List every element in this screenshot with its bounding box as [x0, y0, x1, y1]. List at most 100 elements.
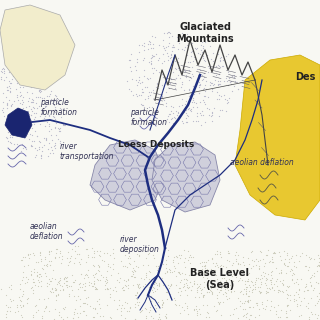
Point	[144, 255, 149, 260]
Point	[173, 115, 178, 120]
Point	[156, 265, 161, 270]
Point	[175, 55, 180, 60]
Point	[208, 277, 213, 282]
Point	[246, 294, 251, 299]
Point	[186, 34, 191, 39]
Point	[51, 98, 56, 103]
Point	[208, 81, 213, 86]
Point	[34, 134, 39, 139]
Point	[140, 89, 145, 94]
Point	[196, 50, 201, 55]
Point	[298, 303, 303, 308]
Point	[6, 69, 11, 74]
Point	[22, 254, 27, 259]
Point	[161, 75, 166, 80]
Point	[43, 305, 48, 310]
Point	[206, 289, 212, 294]
Point	[156, 316, 161, 320]
Point	[314, 263, 319, 268]
Point	[159, 60, 164, 65]
Point	[256, 289, 261, 294]
Point	[221, 284, 226, 289]
Point	[133, 91, 138, 96]
Point	[176, 269, 181, 275]
Point	[33, 114, 38, 119]
Point	[188, 287, 193, 292]
Point	[213, 72, 219, 77]
Point	[14, 117, 19, 122]
Point	[7, 110, 12, 115]
Point	[29, 133, 35, 138]
Point	[255, 285, 260, 290]
Point	[28, 99, 33, 104]
Point	[210, 257, 215, 262]
Point	[52, 144, 57, 149]
Point	[2, 70, 7, 76]
Point	[307, 316, 312, 320]
Point	[52, 125, 57, 130]
Point	[34, 152, 39, 157]
Point	[43, 104, 48, 109]
Point	[91, 314, 96, 319]
Point	[0, 74, 4, 79]
Point	[44, 119, 49, 124]
Point	[87, 283, 92, 288]
Point	[307, 265, 312, 270]
Point	[165, 296, 170, 301]
Point	[24, 118, 29, 123]
Point	[55, 292, 60, 297]
Point	[145, 47, 150, 52]
Point	[72, 248, 77, 253]
Point	[205, 63, 210, 68]
Point	[107, 264, 112, 269]
Point	[216, 289, 221, 294]
Point	[226, 250, 231, 255]
Point	[216, 62, 221, 68]
Point	[269, 281, 274, 286]
Point	[5, 100, 10, 106]
Point	[183, 75, 188, 80]
Point	[35, 105, 40, 110]
Point	[36, 104, 41, 109]
Point	[204, 309, 209, 315]
Point	[43, 135, 48, 140]
Point	[60, 121, 66, 126]
Point	[149, 62, 154, 67]
Point	[157, 280, 162, 285]
Point	[224, 293, 229, 299]
Point	[180, 304, 185, 309]
Point	[35, 273, 40, 278]
Point	[220, 108, 225, 113]
Point	[176, 40, 181, 45]
Point	[52, 288, 58, 293]
Point	[188, 74, 193, 79]
Point	[222, 287, 228, 292]
Point	[250, 304, 255, 309]
Point	[231, 278, 236, 284]
Point	[204, 259, 209, 264]
Point	[188, 53, 193, 59]
Point	[34, 94, 39, 100]
Point	[76, 260, 81, 265]
Point	[57, 275, 62, 280]
Point	[75, 244, 80, 249]
Point	[168, 52, 173, 58]
Point	[269, 269, 274, 275]
Point	[64, 279, 69, 284]
Point	[240, 306, 245, 311]
Point	[222, 78, 227, 84]
Point	[209, 267, 214, 272]
Point	[92, 278, 97, 284]
Point	[148, 307, 153, 312]
Point	[200, 86, 205, 92]
Point	[168, 30, 173, 36]
Point	[228, 268, 234, 273]
Point	[148, 279, 154, 284]
Point	[219, 48, 224, 53]
Point	[141, 41, 147, 46]
Point	[143, 313, 148, 318]
Point	[197, 294, 202, 299]
Point	[31, 270, 36, 275]
Point	[53, 293, 58, 298]
Point	[205, 106, 210, 111]
